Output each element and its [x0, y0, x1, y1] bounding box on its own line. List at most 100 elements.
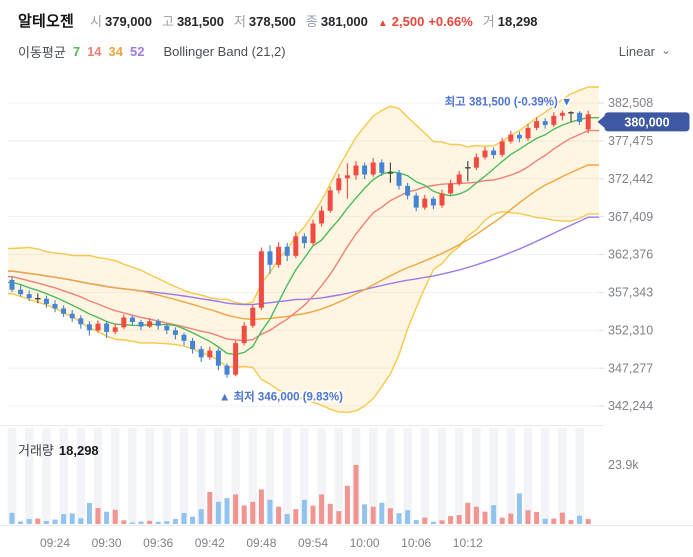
chevron-down-icon: ⌄ — [660, 42, 671, 57]
volume-bar — [542, 518, 548, 524]
volume-bar — [138, 521, 144, 524]
candle — [267, 245, 273, 274]
y-axis-label: 382,508 — [608, 96, 653, 110]
doji-candle — [465, 161, 471, 182]
candle — [224, 363, 230, 378]
candle — [86, 321, 92, 336]
ma52-period: 52 — [130, 44, 145, 59]
candle — [577, 111, 583, 125]
volume-axis-label: 23.9k — [608, 458, 639, 472]
candle — [525, 124, 531, 141]
y-axis-label: 362,376 — [608, 248, 653, 262]
volume-bar — [26, 519, 32, 524]
volume-bar — [508, 513, 514, 524]
volume-bar — [121, 520, 127, 524]
candle — [516, 131, 522, 143]
y-axis-label: 352,310 — [608, 323, 653, 337]
volume-bar — [568, 520, 574, 524]
candle — [559, 110, 565, 121]
x-axis-label: 09:42 — [195, 536, 225, 550]
volume-bar — [276, 506, 282, 524]
volume-bar — [344, 485, 350, 524]
volume-bar — [439, 520, 445, 524]
volume-bar — [327, 503, 333, 524]
y-axis-label: 372,442 — [608, 172, 653, 186]
volume-bar — [430, 521, 436, 524]
volume-bar — [241, 505, 247, 524]
candle — [301, 233, 307, 249]
ma34-period: 34 — [108, 44, 124, 59]
volume-bar — [129, 522, 135, 524]
volume-bar — [559, 512, 565, 524]
candle — [172, 327, 178, 340]
candle — [26, 290, 32, 301]
candle — [276, 242, 282, 268]
volume-bar — [336, 511, 342, 524]
candle — [405, 182, 411, 200]
candle — [52, 300, 58, 313]
volume-bar — [198, 509, 204, 524]
volume-bar — [405, 510, 411, 524]
candle — [258, 247, 264, 310]
candle — [551, 112, 557, 128]
x-axis-label: 09:36 — [143, 536, 173, 550]
scale-selector-dropdown[interactable]: Linear ⌄ — [615, 42, 675, 61]
x-axis-label: 10:00 — [350, 536, 380, 550]
volume-bar — [78, 518, 84, 524]
candle — [78, 315, 84, 329]
volume-bar — [215, 501, 221, 524]
candle — [362, 162, 368, 180]
volume-bar — [577, 515, 583, 524]
candle — [534, 117, 540, 131]
volume-bar — [301, 499, 307, 524]
volume-bar — [491, 505, 497, 524]
bollinger-label: Bollinger Band (21,2) — [163, 44, 286, 59]
candle — [104, 321, 110, 338]
traded-volume: 거 18,298 — [482, 14, 538, 29]
candle — [250, 304, 256, 329]
candle — [473, 153, 479, 170]
volume-bar — [551, 518, 557, 524]
volume-bar — [172, 519, 178, 524]
candle — [241, 322, 247, 346]
y-axis-label: 347,277 — [608, 361, 653, 375]
candle — [353, 161, 359, 180]
candle — [293, 231, 299, 259]
candle — [233, 340, 239, 377]
volume-bar — [379, 502, 385, 524]
current-price-badge: 380,000 — [597, 112, 690, 132]
panel-dividers — [0, 425, 693, 526]
volume-bar — [35, 518, 41, 524]
volume-bar — [9, 512, 15, 524]
volume-bar — [86, 503, 92, 524]
volume-bar — [413, 520, 419, 524]
candle — [422, 194, 428, 210]
candle — [9, 276, 15, 292]
change-percent: +0.66% — [428, 14, 473, 29]
candle — [327, 186, 333, 213]
up-arrow-icon: ▲ — [377, 18, 388, 29]
volume-bar — [61, 514, 67, 524]
candles — [9, 110, 591, 378]
current-price-label: 380,000 — [624, 115, 669, 129]
volume-bar — [284, 514, 290, 524]
candle — [430, 196, 436, 210]
x-axis-labels: 09:24 09:30 09:36 09:42 09:48 09:54 10:00 10:06… — [40, 536, 483, 550]
volume-bar — [181, 512, 187, 524]
volume-bar — [456, 515, 462, 524]
volume-panel-header: 거래량 18,298 — [18, 440, 99, 459]
volume-bar — [18, 521, 24, 524]
volume-bar — [353, 465, 359, 524]
low-price: 저 378,500 — [233, 14, 296, 29]
volume-stripes — [7, 428, 584, 524]
volume-bar — [473, 506, 479, 524]
volume-bar — [525, 510, 531, 524]
candle — [499, 137, 505, 158]
volume-bar — [104, 511, 110, 524]
candle — [379, 159, 385, 177]
doji-candle — [387, 162, 394, 183]
candle — [155, 319, 161, 330]
x-axis-label: 10:06 — [401, 536, 431, 550]
volume-bar — [190, 516, 196, 524]
volume-bar — [69, 513, 75, 524]
